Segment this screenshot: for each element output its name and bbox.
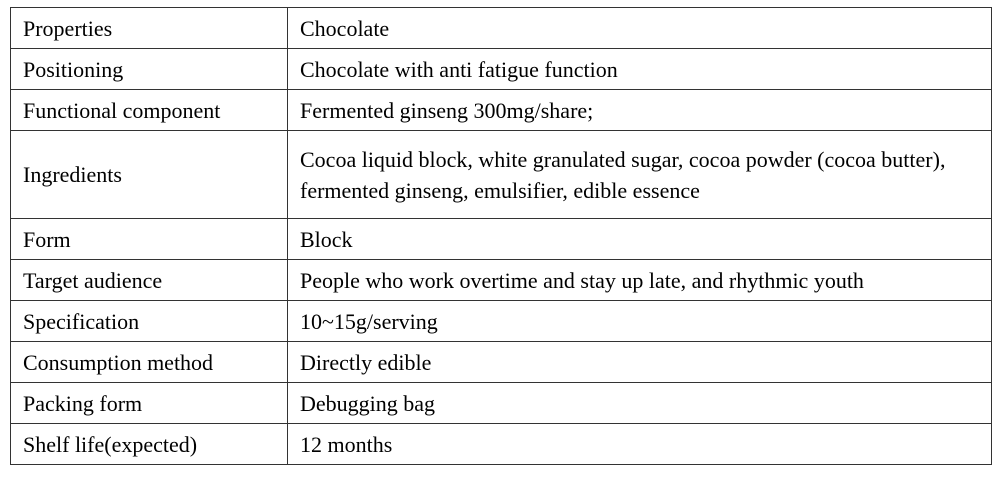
- table-row: Target audience People who work overtime …: [10, 259, 992, 301]
- property-label: Target audience: [10, 259, 288, 301]
- table-row: Form Block: [10, 218, 992, 260]
- table-row: Properties Chocolate: [10, 7, 992, 49]
- property-label: Shelf life(expected): [10, 423, 288, 465]
- table-row: Shelf life(expected) 12 months: [10, 423, 992, 465]
- property-label: Functional component: [10, 89, 288, 131]
- property-value: Chocolate with anti fatigue function: [287, 48, 992, 90]
- property-label: Form: [10, 218, 288, 260]
- property-label: Consumption method: [10, 341, 288, 383]
- table-row: Positioning Chocolate with anti fatigue f…: [10, 48, 992, 90]
- table-row: Packing form Debugging bag: [10, 382, 992, 424]
- table-row: Functional component Fermented ginseng 30…: [10, 89, 992, 131]
- property-value: Debugging bag: [287, 382, 992, 424]
- property-value: 12 months: [287, 423, 992, 465]
- property-label: Specification: [10, 300, 288, 342]
- property-label: Positioning: [10, 48, 288, 90]
- properties-table: Properties Chocolate Positioning Chocolate …: [10, 7, 992, 465]
- property-value: 10~15g/serving: [287, 300, 992, 342]
- table-row: Consumption method Directly edible: [10, 341, 992, 383]
- property-value: Fermented ginseng 300mg/share;: [287, 89, 992, 131]
- property-label: Packing form: [10, 382, 288, 424]
- property-label: Ingredients: [10, 130, 288, 219]
- property-value: Chocolate: [287, 7, 992, 49]
- table-row: Specification 10~15g/serving: [10, 300, 992, 342]
- property-value: Block: [287, 218, 992, 260]
- property-value: People who work overtime and stay up lat…: [287, 259, 992, 301]
- property-label: Properties: [10, 7, 288, 49]
- property-value: Directly edible: [287, 341, 992, 383]
- table-row: Ingredients Cocoa liquid block, white gra…: [10, 130, 992, 219]
- table-body: Properties Chocolate Positioning Chocolate …: [10, 7, 992, 465]
- property-value: Cocoa liquid block, white granulated sug…: [287, 130, 992, 219]
